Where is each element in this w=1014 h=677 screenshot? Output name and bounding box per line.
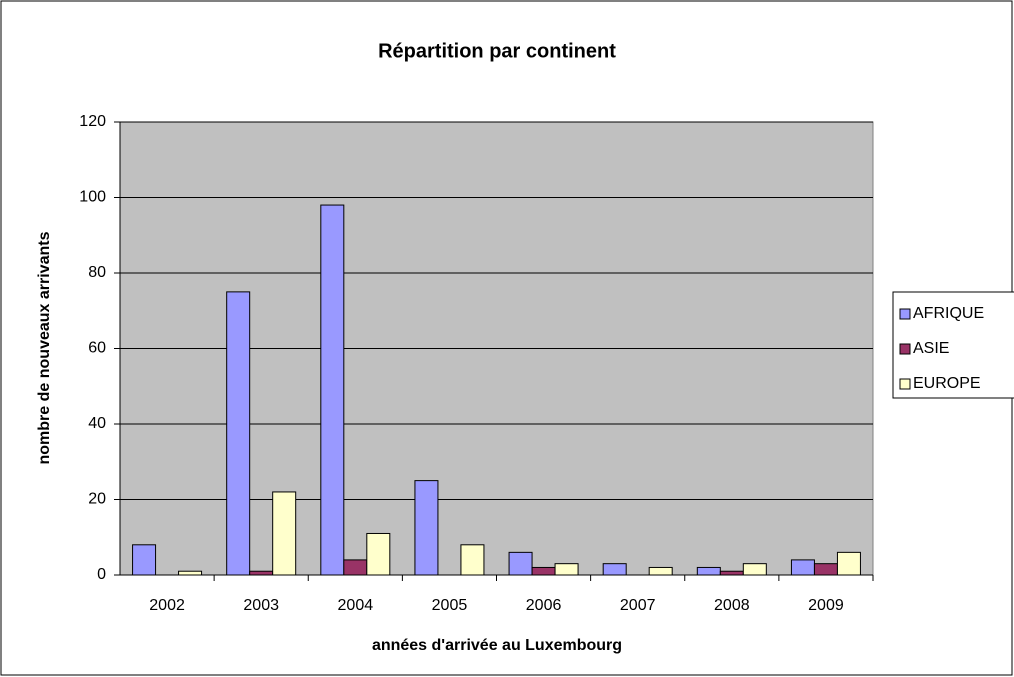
y-tick-label: 80 [88,264,106,281]
x-tick-label: 2004 [338,597,374,614]
bar [836,551,861,576]
legend [892,291,1014,399]
legend-label: AFRIQUE [913,305,984,322]
bar [554,563,579,576]
legend-label: ASIE [913,340,949,357]
legend-swatch [899,378,911,390]
y-axis-title: nombre de nouveaux arrivants [36,231,53,464]
y-tick-label: 20 [88,491,106,508]
bar [343,559,368,576]
y-tick-label: 40 [88,415,106,432]
bar [648,566,673,576]
bar [460,544,485,576]
x-tick-label: 2003 [243,597,279,614]
x-tick-label: 2007 [620,597,656,614]
x-tick-label: 2006 [526,597,562,614]
y-tick-label: 0 [97,566,106,583]
bar [366,532,391,576]
chart-title: Répartition par continent [378,40,616,62]
legend-label: EUROPE [913,375,981,392]
bar [531,566,556,576]
bar [249,570,274,576]
bar [226,291,251,576]
y-tick-label: 60 [88,340,106,357]
bar [414,480,439,576]
bar [719,570,744,576]
bar [320,204,345,576]
bar [508,551,533,576]
legend-swatch [899,343,911,355]
bar [813,563,838,576]
legend-swatch [899,308,911,320]
x-tick-label: 2008 [714,597,750,614]
bar [272,491,297,576]
bar [790,559,815,576]
x-tick-label: 2002 [149,597,185,614]
bar [696,566,721,576]
y-tick-label: 120 [79,113,106,130]
x-tick-label: 2009 [808,597,844,614]
bar [178,570,203,576]
x-tick-label: 2005 [432,597,468,614]
bar [132,544,157,576]
y-tick-label: 100 [79,189,106,206]
bar [742,563,767,576]
bar [602,563,627,576]
x-axis-title: années d'arrivée au Luxembourg [372,637,622,654]
